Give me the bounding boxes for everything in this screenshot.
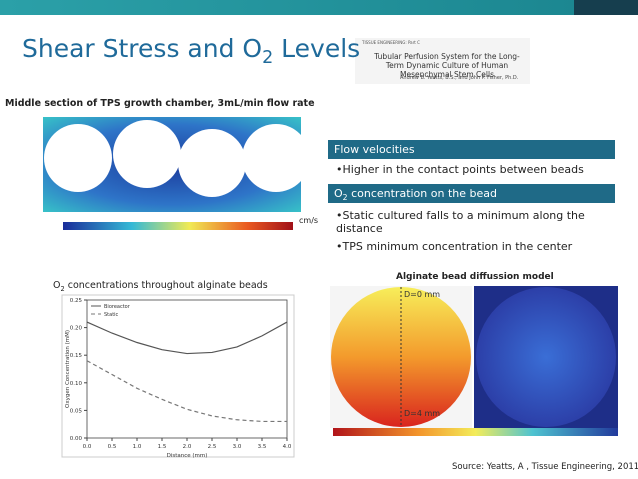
bullet: •TPS minimum concentration in the center — [336, 240, 573, 253]
flow-colorbar — [63, 222, 293, 230]
paper-image — [355, 38, 530, 84]
bead-b — [476, 287, 616, 427]
x-tick-label: 3.5 — [258, 444, 267, 450]
flow-caption: Middle section of TPS growth chamber, 3m… — [5, 98, 315, 109]
y-tick-label: 0.25 — [70, 298, 83, 304]
x-tick-label: 2.5 — [208, 444, 217, 450]
slide-title: Shear Stress and O2 Levels — [22, 34, 361, 68]
x-tick-label: 1.5 — [158, 444, 167, 450]
plot-frame — [86, 299, 288, 439]
bullet: •Static cultured falls to a minimum alon… — [336, 209, 585, 235]
o2-colorbar — [333, 428, 618, 436]
y-tick-label: 0.10 — [70, 381, 83, 387]
x-tick-label: 2.0 — [183, 444, 192, 450]
box-header: O2 concentration on the bead — [328, 184, 615, 203]
source: Source: Yeatts, A , Tissue Engineering, … — [452, 462, 638, 472]
x-tick-label: 4.0 — [283, 444, 292, 450]
y-axis-label: Oxygen Concentration (mM) — [65, 330, 71, 408]
series-line — [86, 321, 288, 355]
x-tick-label: 1.0 — [133, 444, 142, 450]
bullet: •Higher in the contact points between be… — [336, 163, 584, 176]
chart-bg — [61, 294, 295, 458]
top-band — [0, 0, 638, 15]
x-tick-label: 3.0 — [233, 444, 242, 450]
y-tick-label: 0.00 — [70, 436, 83, 442]
bead-label: D=4 mm — [404, 409, 441, 418]
y-tick-label: 0.20 — [70, 326, 83, 332]
series-line — [86, 360, 287, 423]
bead-label: D=0 mm — [404, 290, 441, 299]
box-header: Flow velocities — [328, 140, 615, 159]
beads — [44, 120, 310, 197]
legend-label: Static — [104, 312, 119, 318]
x-tick-label: 0.0 — [83, 444, 92, 450]
x-tick-label: 0.5 — [108, 444, 117, 450]
x-axis-label: Distance (mm) — [167, 453, 208, 459]
y-tick-label: 0.15 — [70, 353, 83, 359]
paper-journal: TISSUE ENGINEERING: Part C — [362, 40, 420, 45]
paper-title: Tubular Perfusion System for the Long-Te… — [374, 52, 520, 79]
flow-unit: cm/s — [299, 216, 319, 225]
legend-label: Bioreactor — [104, 304, 131, 310]
paper-authors: Andrew B. Yeatts, B.S., and John P. Fish… — [400, 75, 519, 81]
y-tick-label: 0.05 — [70, 408, 83, 414]
diffusion-caption: Alginate bead diffussion model — [396, 272, 554, 282]
chart-title: O2 concentrations throughout alginate be… — [53, 280, 268, 293]
